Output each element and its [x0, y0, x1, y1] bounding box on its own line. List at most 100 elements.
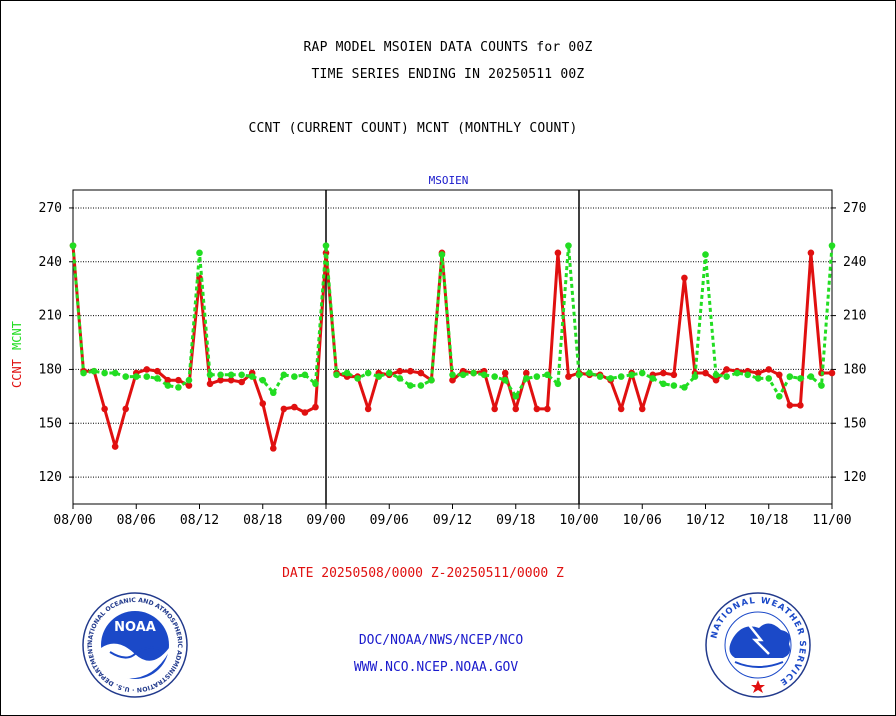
- data-point-ccnt: [660, 369, 667, 377]
- data-point-mcnt: [638, 369, 646, 377]
- data-point-mcnt: [417, 382, 425, 389]
- data-point-ccnt: [269, 445, 277, 452]
- data-point-mcnt: [628, 371, 636, 379]
- data-point-ccnt: [280, 405, 288, 413]
- data-point-mcnt: [333, 371, 340, 379]
- data-point-ccnt: [122, 405, 130, 413]
- data-point-ccnt: [554, 249, 562, 257]
- data-point-mcnt: [238, 371, 245, 379]
- data-point-ccnt: [312, 403, 319, 411]
- y-tick-label-right: 210: [843, 309, 866, 324]
- data-point-mcnt: [132, 373, 140, 380]
- data-point-mcnt: [533, 373, 541, 380]
- y-tick-label-right: 120: [843, 470, 866, 485]
- header-line-3: CCNT (CURRENT COUNT) MCNT (MONTHLY COUNT…: [248, 121, 578, 136]
- y-tick-label-left: 120: [39, 470, 62, 485]
- data-point-mcnt: [396, 375, 404, 382]
- x-tick-label: 10/00: [559, 513, 598, 528]
- data-point-mcnt: [660, 380, 667, 388]
- x-tick-label: 10/12: [686, 513, 725, 528]
- data-point-mcnt: [101, 369, 108, 377]
- data-point-mcnt: [586, 369, 593, 377]
- plot-frame: [72, 189, 833, 505]
- data-point-mcnt: [291, 373, 298, 380]
- x-tick-label: 08/12: [180, 513, 219, 528]
- y-tick-label-right: 180: [843, 362, 866, 377]
- data-point-ccnt: [681, 274, 688, 282]
- data-point-ccnt: [301, 409, 309, 416]
- data-point-ccnt: [407, 367, 414, 375]
- y-tick-label-right: 150: [843, 416, 866, 431]
- data-point-ccnt: [544, 405, 551, 413]
- data-point-ccnt: [206, 380, 214, 388]
- data-point-mcnt: [269, 389, 277, 397]
- data-point-ccnt: [259, 400, 267, 407]
- x-tick-label: 10/18: [749, 513, 788, 528]
- data-point-mcnt: [449, 371, 456, 379]
- data-point-mcnt: [480, 371, 488, 379]
- data-point-mcnt: [681, 384, 688, 391]
- data-point-mcnt: [754, 375, 762, 382]
- data-point-mcnt: [828, 242, 836, 249]
- data-point-ccnt: [702, 369, 709, 377]
- x-tick-label: 08/00: [53, 513, 92, 528]
- data-point-mcnt: [312, 380, 319, 388]
- data-point-ccnt: [723, 366, 730, 373]
- data-point-mcnt: [575, 371, 583, 379]
- data-point-mcnt: [459, 371, 467, 379]
- y-tick-label-left: 180: [39, 362, 62, 377]
- data-point-ccnt: [533, 405, 541, 413]
- y-tick-label-left: 240: [39, 255, 62, 270]
- data-point-ccnt: [175, 376, 182, 384]
- data-point-mcnt: [691, 373, 699, 380]
- data-point-mcnt: [428, 376, 435, 384]
- data-point-mcnt: [407, 382, 414, 389]
- data-point-ccnt: [501, 369, 509, 377]
- data-point-mcnt: [786, 373, 794, 380]
- footer-url: WWW.NCO.NCEP.NOAA.GOV: [353, 660, 519, 675]
- series-line-ccnt: [71, 245, 832, 450]
- data-point-mcnt: [185, 376, 193, 384]
- data-point-mcnt: [143, 373, 151, 380]
- data-point-mcnt: [797, 375, 804, 382]
- x-tick-label: 11/00: [812, 513, 851, 528]
- data-point-ccnt: [512, 405, 520, 413]
- data-point-mcnt: [196, 249, 203, 257]
- data-point-mcnt: [280, 371, 288, 379]
- data-point-ccnt: [797, 402, 804, 409]
- y-axis-label: CCNT MCNT: [10, 321, 24, 388]
- data-point-mcnt: [723, 373, 730, 380]
- data-point-ccnt: [765, 366, 773, 373]
- y-axis-label-ccnt: CCNT: [10, 359, 24, 388]
- data-point-ccnt: [227, 376, 235, 384]
- data-point-ccnt: [522, 369, 530, 377]
- x-tick-label: 08/18: [243, 513, 282, 528]
- data-point-ccnt: [617, 405, 625, 413]
- y-axis-label-mcnt: MCNT: [10, 321, 24, 350]
- data-point-mcnt: [438, 251, 446, 258]
- x-tick-label: 09/12: [433, 513, 472, 528]
- data-point-mcnt: [175, 384, 182, 391]
- data-point-mcnt: [343, 369, 351, 377]
- data-point-mcnt: [554, 380, 562, 388]
- date-range-label: DATE 20250508/0000 Z-20250511/0000 Z: [282, 566, 564, 581]
- data-point-mcnt: [649, 375, 657, 382]
- data-point-mcnt: [501, 376, 509, 384]
- data-point-mcnt: [154, 375, 161, 382]
- nws-logo: NATIONAL WEATHER SERVICE: [705, 592, 811, 698]
- data-point-mcnt: [122, 373, 130, 380]
- noaa-logo: NATIONAL OCEANIC AND ATMOSPHERIC ADMINIS…: [82, 592, 188, 698]
- data-point-mcnt: [522, 375, 530, 382]
- data-point-mcnt: [818, 382, 825, 389]
- data-point-mcnt: [322, 242, 330, 249]
- data-point-ccnt: [396, 367, 404, 375]
- data-point-ccnt: [828, 369, 836, 377]
- data-point-mcnt: [670, 382, 678, 389]
- data-point-ccnt: [449, 376, 456, 384]
- data-point-mcnt: [164, 382, 172, 389]
- data-point-ccnt: [101, 405, 108, 413]
- y-tick-label-left: 270: [39, 201, 62, 216]
- data-point-mcnt: [206, 371, 214, 379]
- x-tick-label: 09/06: [370, 513, 409, 528]
